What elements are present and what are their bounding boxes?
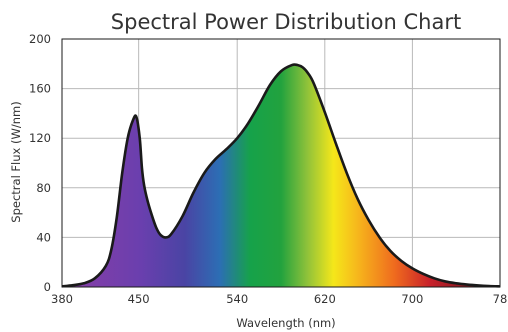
- y-tick-label-1: 40: [36, 230, 51, 244]
- x-tick-label-5: 78: [493, 292, 508, 306]
- plot-frame: [61, 38, 501, 288]
- x-tick-label-1: 450: [128, 292, 150, 306]
- x-tick-label-4: 700: [401, 292, 423, 306]
- x-tick-labels: 380 450 540 620 700 78: [51, 292, 507, 306]
- y-tick-label-4: 160: [29, 82, 51, 96]
- x-tick-label-3: 620: [314, 292, 336, 306]
- chart-title: Spectral Power Distribution Chart: [111, 10, 461, 34]
- y-tick-label-5: 200: [29, 32, 51, 46]
- y-tick-label-3: 120: [29, 131, 51, 145]
- y-tick-label-2: 80: [36, 181, 51, 195]
- y-tick-labels: 0 40 80 120 160 200: [29, 32, 51, 294]
- y-tick-label-0: 0: [44, 280, 51, 294]
- spectrum-fill: [62, 64, 500, 287]
- x-tick-label-2: 540: [226, 292, 248, 306]
- x-tick-label-0: 380: [51, 292, 73, 306]
- spectrum-area: [61, 63, 501, 288]
- spectrum-line: [61, 63, 501, 288]
- y-axis-label: Spectral Flux (W/nm): [9, 101, 23, 222]
- x-axis-label: Wavelength (nm): [236, 316, 335, 330]
